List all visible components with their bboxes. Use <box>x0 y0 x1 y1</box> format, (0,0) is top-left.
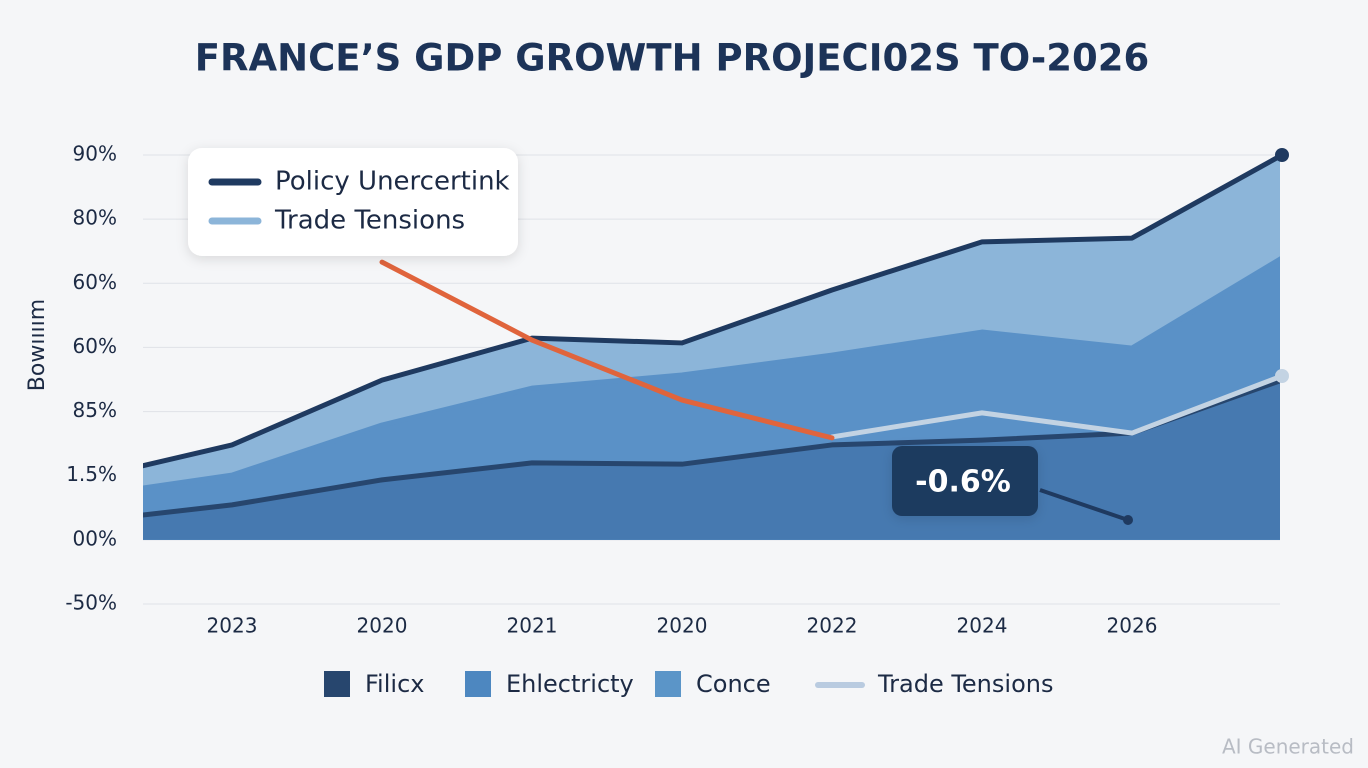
legend-swatch <box>655 671 681 697</box>
legend-label: Filicx <box>365 670 424 698</box>
annotation: -0.6% <box>915 465 1011 500</box>
inset-legend-box <box>188 148 518 256</box>
y-tick-label: 1.5% <box>66 462 117 486</box>
y-tick-label: 85% <box>73 398 117 422</box>
x-tick-label: 2020 <box>657 614 708 638</box>
legend-swatch <box>465 671 491 697</box>
chart-title: FRANCE’S GDP GROWTH PROJECI02S TO-2026 <box>195 37 1149 80</box>
y-tick-label: 60% <box>73 334 117 358</box>
line <box>829 374 1280 440</box>
legend-label: Policy Unercertink <box>275 167 510 197</box>
annotation-badge <box>892 446 1038 516</box>
x-tick-label: 2022 <box>807 614 858 638</box>
y-tick-label: -50% <box>65 591 117 615</box>
area-line <box>143 378 1280 518</box>
x-tick-label: 2023 <box>207 614 258 638</box>
y-tick-label: 80% <box>73 206 117 230</box>
pointer-line <box>1039 488 1129 522</box>
x-tick-label: 2026 <box>1107 614 1158 638</box>
y-tick-label: 90% <box>73 142 117 166</box>
legends: Policy Unercertink Trade Tensions Filicx Eh… <box>208 167 1053 698</box>
x-tick-label: 2020 <box>357 614 408 638</box>
legend-label: Trade Tensions <box>877 670 1053 698</box>
legend-label: Ehlectricty <box>506 670 634 698</box>
end-dot <box>1275 148 1289 162</box>
legend-swatch <box>324 671 350 697</box>
y-axis-title: Bowıııım <box>25 299 50 391</box>
y-tick-label: 00% <box>73 526 117 550</box>
x-tick-label: 2024 <box>957 614 1008 638</box>
y-tick-label: 60% <box>73 270 117 294</box>
pointer-dot <box>1123 515 1133 525</box>
x-tick-label: 2021 <box>507 614 558 638</box>
watermark: AI Generated <box>1222 735 1354 759</box>
end-dot <box>1275 368 1289 383</box>
area-line <box>143 153 1280 469</box>
legend-label: Conce <box>696 670 771 698</box>
legend-label: Trade Tensions <box>274 206 465 236</box>
area-line <box>143 256 1280 491</box>
line <box>379 259 835 441</box>
